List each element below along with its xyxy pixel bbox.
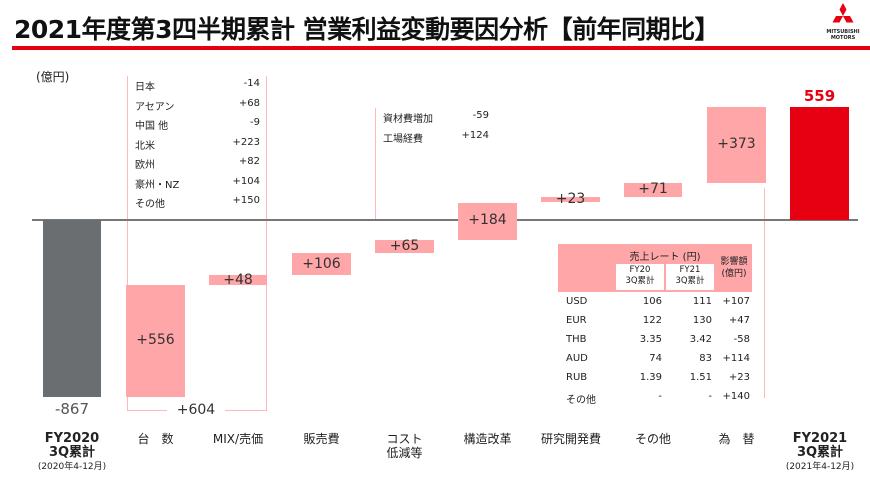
page-title: 2021年度第3四半期累計 営業利益変動要因分析【前年同期比】 (14, 15, 720, 44)
table-row: THB 3.35 3.42 -58 (566, 334, 750, 345)
zero-axis-line (32, 219, 858, 221)
list-item: 北米 +223 (135, 136, 260, 152)
volume-breakdown-list: 日本 -14 アセアン +68 中国 他 -9 北米 +223 欧州 +82 豪州・NZ +… (135, 78, 260, 215)
bar-label-selling: +106 (302, 256, 341, 272)
logo-text-mitsubishi: MITSUBISHI (826, 29, 860, 35)
col-header-impact: 影響額 (億円) (720, 257, 748, 279)
bar-label-fy2020: -867 (54, 400, 90, 418)
list-item: アセアン +68 (135, 97, 260, 113)
bar-rnd: +23 (541, 191, 600, 207)
three-diamonds-icon (832, 3, 854, 23)
bar-selling: +106 (292, 253, 351, 275)
mitsubishi-motors-logo: MITSUBISHI MOTORS (820, 2, 866, 44)
table-row: RUB 1.39 1.51 +23 (566, 372, 750, 383)
table-row: その他 - - +140 (566, 391, 750, 406)
bar-fy2020: -867 (43, 220, 101, 418)
cost-breakdown-list: 資材費増加 -59 工場経費 +124 (383, 110, 489, 149)
list-item: 資材費増加 -59 (383, 110, 489, 125)
xlabel-restructure: 構造改革 (463, 432, 512, 446)
bar-label-rnd: +23 (555, 191, 586, 207)
bar-label-restructure: +184 (468, 212, 507, 228)
table-row: EUR 122 130 +47 (566, 315, 750, 326)
volume-bracket-right (266, 76, 267, 411)
rate-header: 売上レート (円) (629, 252, 701, 263)
unit-label: (億円) (36, 70, 70, 84)
logo-text-motors: MOTORS (830, 35, 856, 41)
list-item: 豪州・NZ +104 (135, 175, 260, 191)
list-item: 欧州 +82 (135, 156, 260, 171)
list-item: 工場経費 +124 (383, 129, 489, 145)
xlabel-selling: 販売費 (303, 432, 340, 446)
group-bracket-bottom-left (127, 410, 167, 411)
col-header-fy20: FY20 3Q累計 (616, 264, 664, 290)
xlabel-fy2021: FY2021 3Q累計 (2021年4-12月) (785, 431, 855, 473)
bar-label-cost: +65 (389, 238, 420, 254)
col-header-fy21: FY21 3Q累計 (666, 264, 714, 290)
fx-bracket-line (764, 188, 765, 398)
xlabel-other: その他 (634, 432, 671, 446)
bar-fy2021: 559 (790, 87, 849, 220)
bar-other: +71 (624, 181, 682, 197)
group-total-label: +604 (176, 402, 216, 418)
list-item: 中国 他 -9 (135, 117, 260, 132)
list-item: その他 +150 (135, 195, 260, 210)
list-item: 日本 -14 (135, 78, 260, 93)
bar-label-fy2021: 559 (803, 87, 836, 105)
xlabel-volume: 台 数 (137, 432, 174, 446)
table-row: USD 106 111 +107 (566, 296, 750, 307)
bar-label-other: +71 (638, 181, 668, 197)
bar-fx: +373 (707, 107, 766, 183)
xlabel-mix: MIX/売価 (212, 432, 264, 446)
fx-table-header: 売上レート (円) FY20 3Q累計 FY21 3Q累計 影響額 (億円) (558, 244, 752, 292)
bar-label-fx: +373 (717, 136, 756, 152)
bar-label-mix: +48 (223, 272, 253, 288)
bar-label-volume: +556 (136, 332, 175, 348)
bar-restructure: +184 (458, 203, 517, 240)
volume-bracket-left (127, 76, 128, 411)
xlabel-fy2020: FY2020 3Q累計 (2020年4-12月) (37, 431, 107, 473)
xlabel-fx: 為 替 (718, 432, 755, 446)
xlabel-rnd: 研究開発費 (540, 432, 601, 446)
table-row: AUD 74 83 +114 (566, 353, 750, 364)
cost-bracket-line (375, 108, 376, 220)
bar-cost: +65 (375, 238, 434, 254)
bar-volume: +556 (126, 285, 185, 397)
group-bracket-bottom-right (225, 410, 267, 411)
xlabel-cost: コスト 低減等 (386, 432, 423, 460)
title-underline (12, 46, 870, 50)
bar-mix: +48 (209, 272, 267, 288)
